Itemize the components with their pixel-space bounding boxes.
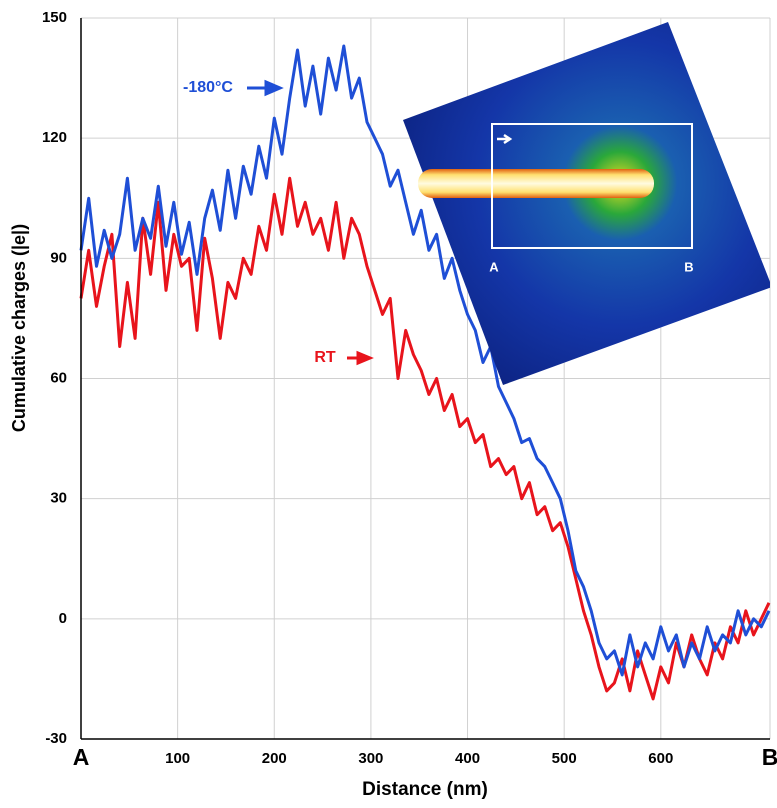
annotation: RT: [314, 349, 336, 366]
x-tick-label: 200: [262, 750, 287, 767]
page: -180°C RT A B Distance (nm) Cumulative c…: [0, 0, 777, 808]
y-tick-label: 120: [42, 129, 67, 146]
y-axis-label: Cumulative charges (|e|): [9, 224, 29, 432]
x-tick-label: 600: [648, 750, 673, 767]
chart: -180°C RT A B Distance (nm) Cumulative c…: [0, 0, 777, 803]
x-axis-label: Distance (nm): [362, 779, 488, 800]
y-tick-label: 150: [42, 9, 67, 26]
inset-label: B: [684, 259, 693, 274]
arrow: [247, 82, 280, 94]
x-tick-label: B: [762, 744, 777, 770]
x-tick-label: 300: [358, 750, 383, 767]
inset: [403, 22, 772, 385]
y-tick-label: 0: [59, 610, 67, 627]
x-tick-label: 500: [552, 750, 577, 767]
inset-label: A: [489, 259, 499, 274]
arrow: [347, 353, 370, 363]
inset-rod: [418, 169, 654, 198]
y-tick-label: 90: [50, 249, 67, 266]
y-tick-label: -30: [45, 730, 67, 747]
y-tick-label: 60: [50, 369, 67, 386]
x-tick-label: A: [73, 744, 90, 770]
y-tick-label: 30: [50, 490, 67, 507]
annotation: -180°C: [183, 79, 233, 96]
x-tick-label: 100: [165, 750, 190, 767]
x-tick-label: 400: [455, 750, 480, 767]
inset-image: [403, 22, 772, 385]
